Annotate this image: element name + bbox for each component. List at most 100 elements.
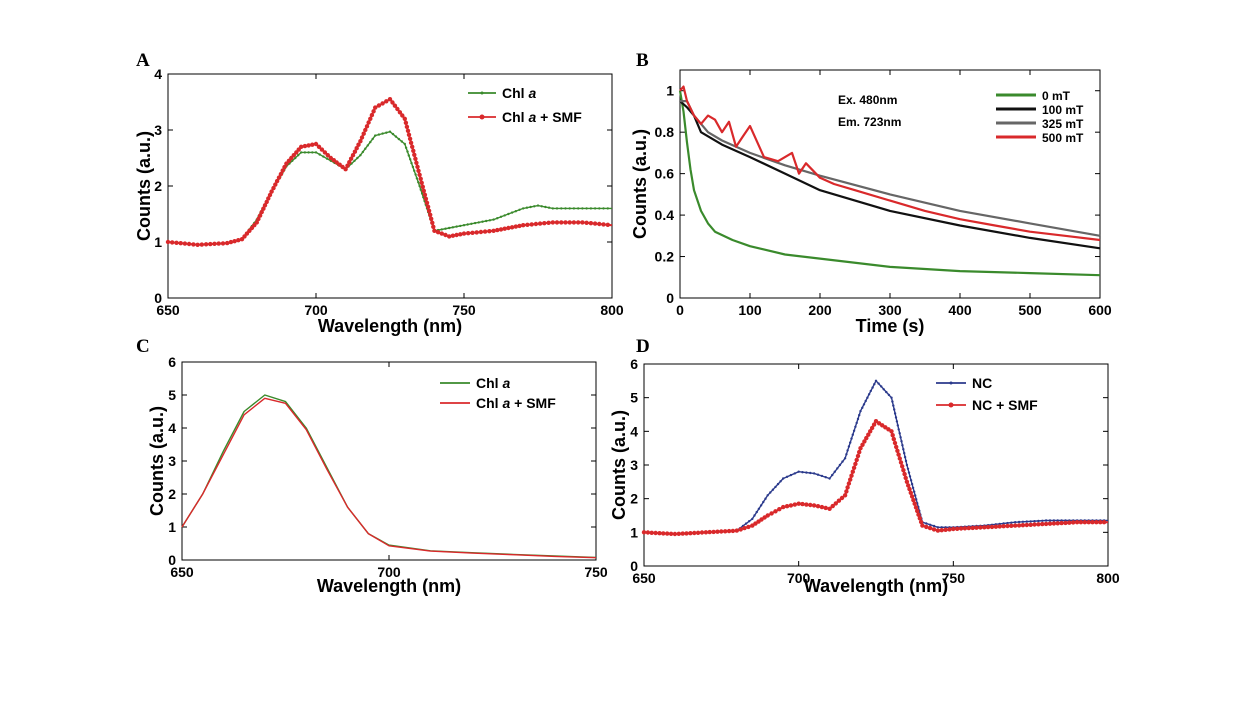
- legend-entry: Chl a: [440, 375, 510, 391]
- data-point: [703, 530, 709, 535]
- data-point: [1020, 523, 1026, 528]
- data-point: [759, 504, 763, 507]
- legend-label: Chl a + SMF: [502, 109, 582, 125]
- data-point: [262, 203, 268, 208]
- data-point: [1063, 520, 1068, 526]
- data-point: [278, 171, 284, 177]
- data-point: [478, 229, 484, 235]
- y-tick-label: 2: [630, 491, 638, 507]
- data-point: [470, 222, 473, 225]
- data-point: [895, 448, 900, 453]
- data-point: [773, 509, 778, 514]
- data-point: [443, 232, 448, 238]
- data-point: [297, 154, 300, 157]
- data-point: [894, 416, 898, 419]
- legend-entry: Chl a: [468, 85, 536, 101]
- data-point: [325, 157, 329, 160]
- data-point: [699, 530, 705, 535]
- legend-label: 325 mT: [1042, 117, 1084, 131]
- data-point: [417, 181, 420, 184]
- data-point: [521, 223, 526, 228]
- legend-entry: Chl a + SMF: [440, 395, 556, 411]
- data-point: [454, 232, 459, 238]
- data-point: [418, 176, 423, 181]
- data-point: [411, 165, 415, 169]
- data-point: [466, 223, 469, 226]
- data-point: [474, 230, 479, 235]
- data-point: [927, 525, 933, 531]
- data-point: [536, 204, 540, 207]
- data-point: [771, 488, 775, 491]
- series-chl-a: [181, 394, 597, 559]
- data-point: [966, 525, 971, 531]
- data-point: [1040, 521, 1045, 527]
- data-point: [359, 154, 362, 157]
- data-point: [1090, 520, 1095, 525]
- data-point: [842, 493, 848, 498]
- x-tick-label: 650: [156, 302, 180, 318]
- data-point: [940, 526, 943, 529]
- panel-label: A: [136, 50, 150, 71]
- data-point: [812, 472, 816, 475]
- data-point: [432, 228, 437, 233]
- data-point: [911, 497, 916, 503]
- data-point: [354, 146, 359, 151]
- data-point: [1078, 520, 1084, 525]
- data-point: [314, 151, 318, 154]
- data-point: [833, 501, 838, 506]
- data-point: [178, 241, 183, 246]
- data-point: [855, 453, 861, 459]
- data-point: [765, 513, 770, 518]
- data-point: [254, 220, 259, 225]
- data-point: [1032, 522, 1037, 527]
- data-point: [495, 227, 500, 233]
- data-point: [518, 208, 521, 211]
- panel-label: D: [636, 336, 650, 357]
- data-point: [935, 528, 941, 533]
- data-point: [572, 207, 576, 210]
- data-point: [462, 224, 466, 227]
- data-point: [564, 207, 567, 210]
- y-tick-label: 6: [630, 356, 638, 372]
- y-axis-label: Counts (a.u.): [134, 131, 154, 241]
- data-point: [859, 409, 862, 413]
- legend-entry: 500 mT: [996, 131, 1084, 145]
- data-point: [912, 501, 917, 506]
- y-tick-label: 3: [168, 453, 176, 469]
- data-point: [1041, 519, 1044, 522]
- data-point: [962, 526, 968, 531]
- data-point: [1009, 523, 1014, 528]
- data-point: [313, 141, 319, 147]
- y-tick-label: 4: [630, 423, 638, 439]
- data-point: [195, 242, 200, 247]
- data-point: [525, 206, 529, 209]
- legend-entry: 325 mT: [996, 117, 1084, 131]
- data-point: [364, 147, 367, 150]
- data-point: [861, 406, 864, 409]
- data-point: [397, 137, 401, 141]
- data-point: [715, 529, 720, 534]
- legend-label: 0 mT: [1042, 89, 1071, 103]
- data-point: [1014, 521, 1017, 524]
- legend-label: Chl a + SMF: [476, 395, 556, 411]
- data-point: [744, 522, 748, 525]
- data-point: [751, 517, 754, 521]
- data-point: [892, 440, 898, 446]
- data-point: [407, 154, 410, 157]
- data-point: [645, 530, 651, 535]
- data-point: [851, 465, 857, 470]
- data-point: [459, 224, 462, 228]
- data-point: [905, 463, 909, 467]
- legend-entry: NC + SMF: [936, 397, 1038, 413]
- data-point: [540, 205, 543, 208]
- data-point: [318, 153, 321, 156]
- data-point: [1055, 521, 1060, 526]
- data-point: [435, 230, 441, 235]
- data-point: [220, 241, 226, 246]
- data-point: [492, 218, 495, 221]
- data-point: [247, 228, 252, 233]
- data-point: [581, 207, 584, 210]
- data-point: [373, 105, 378, 110]
- data-point: [902, 448, 905, 451]
- data-point: [347, 160, 352, 165]
